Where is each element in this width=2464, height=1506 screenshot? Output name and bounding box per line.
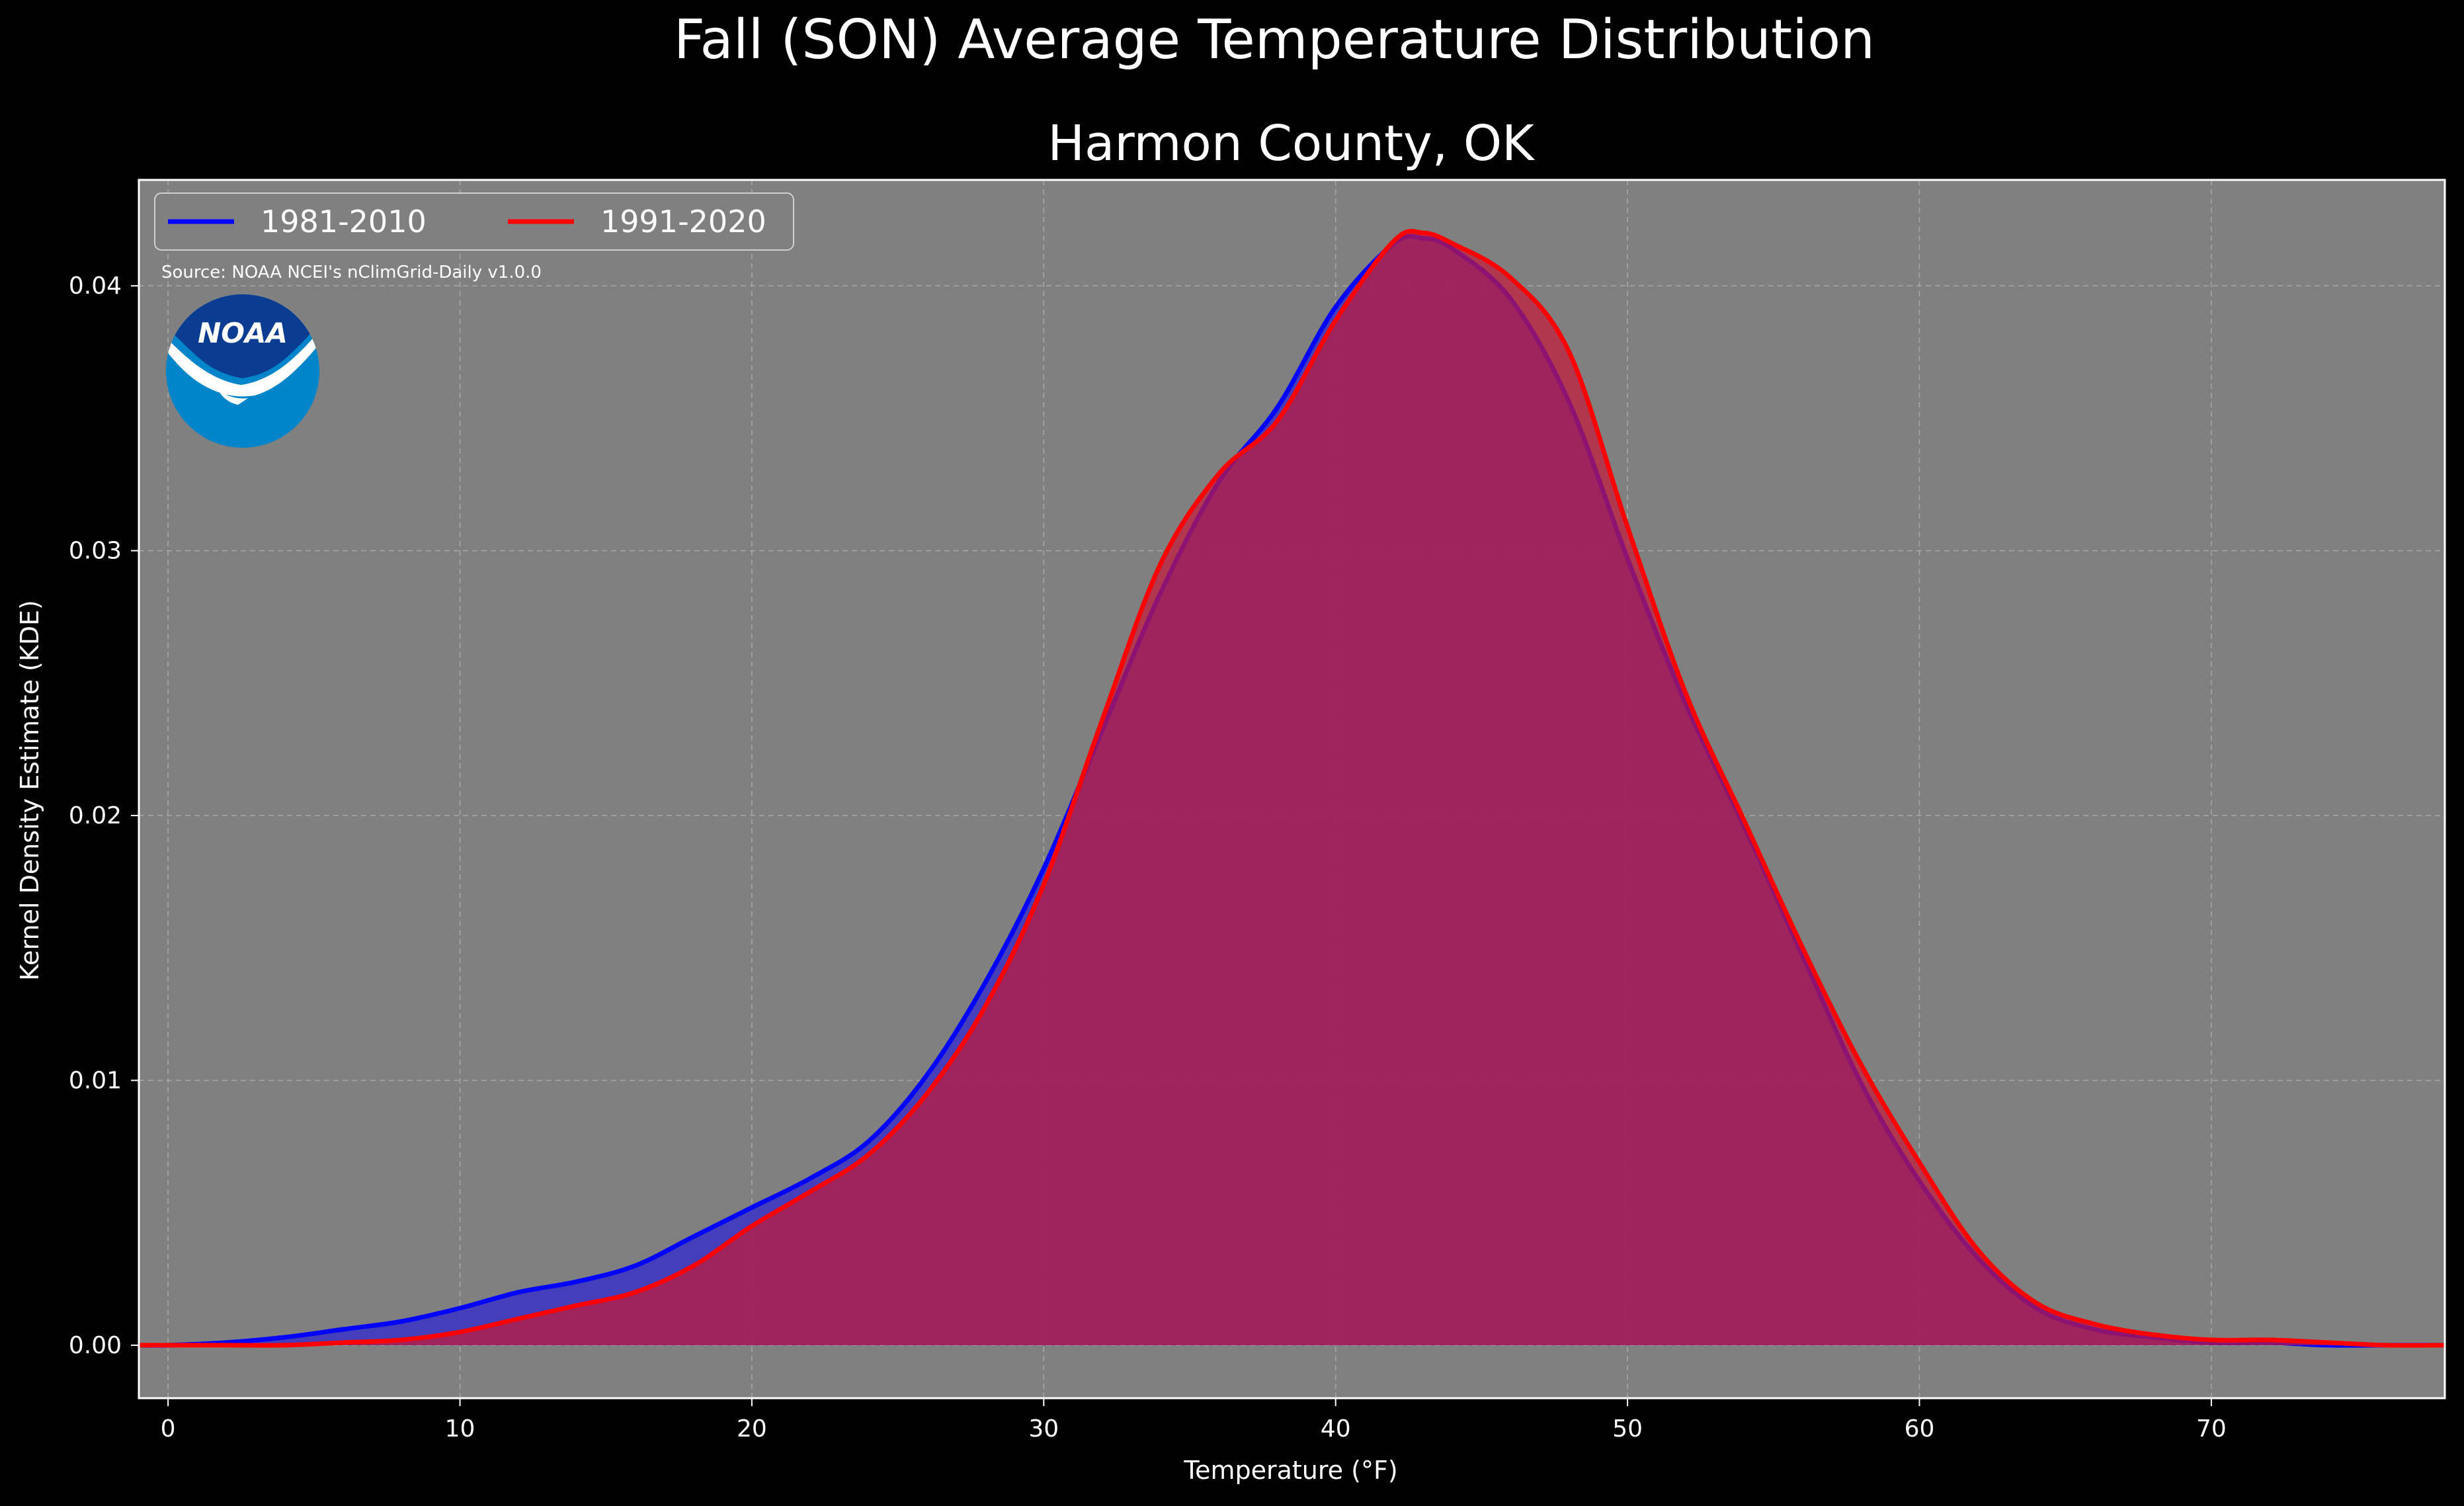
kde-line-1991-2020	[138, 229, 2445, 1348]
x-axis-label: Temperature (°F)	[1183, 1456, 1397, 1485]
y-tick-label: 0.00	[69, 1332, 122, 1359]
legend-label-1981-2010: 1981-2010	[261, 204, 427, 239]
seagull-tail-icon	[218, 390, 248, 405]
y-axis-label: Kernel Density Estimate (KDE)	[15, 600, 44, 981]
legend-label-1991-2020: 1991-2020	[600, 204, 766, 239]
logo-wordmark: NOAA	[198, 317, 288, 349]
x-tick-label: 40	[1321, 1415, 1351, 1443]
x-axis-ticks: 0 10 20 30 40 50 60 70	[161, 1398, 2227, 1443]
y-tick-label: 0.02	[69, 802, 122, 829]
y-tick-label: 0.04	[69, 272, 122, 300]
legend: 1981-2010 1991-2020	[154, 192, 794, 251]
seagull-icon	[166, 331, 319, 397]
legend-box	[154, 192, 794, 251]
x-tick-label: 20	[737, 1415, 767, 1443]
x-tick-label: 30	[1028, 1415, 1059, 1443]
x-tick-label: 50	[1612, 1415, 1643, 1443]
x-tick-label: 10	[445, 1415, 475, 1443]
y-tick-label: 0.03	[69, 538, 122, 565]
y-tick-label: 0.01	[69, 1067, 122, 1094]
chart-subtitle: Harmon County, OK	[1047, 115, 1536, 172]
x-tick-label: 70	[2196, 1415, 2227, 1443]
logo-top-half	[166, 294, 319, 378]
x-tick-label: 60	[1905, 1415, 1935, 1443]
chart-title: Fall (SON) Average Temperature Distribut…	[674, 9, 1875, 71]
plot-frame	[138, 179, 2446, 1400]
series-layer	[138, 229, 2445, 1348]
source-note: Source: NOAA NCEI's nClimGrid-Daily v1.0…	[161, 263, 542, 282]
noaa-logo: NOAA	[166, 294, 319, 448]
y-axis-ticks: 0.00 0.01 0.02 0.03 0.04	[69, 272, 139, 1359]
x-tick-label: 0	[161, 1415, 176, 1443]
kde-area-1991-2020	[139, 231, 2445, 1346]
